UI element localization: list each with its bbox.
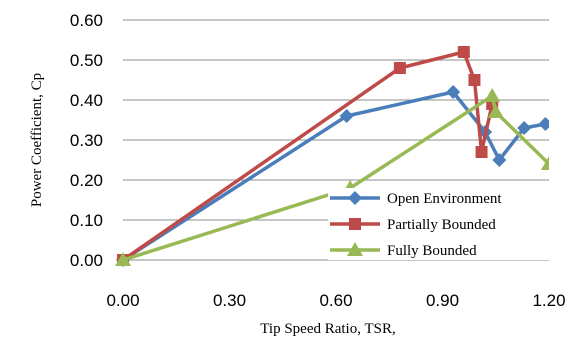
data-point: [468, 74, 481, 86]
legend-item-fully-bounded: Fully Bounded: [328, 240, 550, 260]
legend-marker: [349, 218, 361, 230]
data-point: [457, 46, 470, 58]
series-line: [122, 94, 549, 262]
data-point: [484, 88, 501, 102]
x-tick-label: 0.00: [106, 291, 139, 310]
legend-item-partially-bounded: Partially Bounded: [328, 214, 550, 234]
data-point: [339, 109, 354, 123]
y-tick-label: 0.30: [70, 131, 103, 150]
y-tick-label: 0.60: [70, 11, 103, 30]
series-line: [122, 90, 546, 262]
legend-bg: [328, 214, 550, 234]
data-point: [538, 117, 549, 131]
x-axis-title: Tip Speed Ratio, TSR,: [260, 321, 395, 337]
y-tick-label: 0.40: [70, 91, 103, 110]
legend-label: Open Environment: [387, 191, 502, 207]
y-tick-label: 0.10: [70, 211, 103, 230]
data-point: [115, 252, 131, 266]
grid-lines: [123, 19, 549, 261]
y-tick-label: 0.50: [70, 51, 103, 70]
x-tick-label: 0.30: [213, 291, 246, 310]
x-tick-label: 0.60: [319, 291, 352, 310]
x-tick-label: 0.90: [426, 291, 459, 310]
data-point: [487, 104, 504, 118]
legend-marker: [348, 191, 362, 205]
data-point: [492, 153, 507, 167]
legend-marker: [347, 242, 363, 256]
legend-bg: [328, 240, 550, 260]
data-point: [541, 156, 549, 170]
legend-item-open-environment: Open Environment: [328, 188, 550, 208]
data-point: [393, 62, 406, 74]
y-tick-label: 0.20: [70, 171, 103, 190]
series-fully-bounded: [115, 88, 549, 266]
y-tick-label: 0.00: [70, 251, 103, 270]
legend: Open Environment Partially Bounded Fully B…: [328, 188, 550, 260]
plot-area: [115, 46, 549, 267]
legend-label: Fully Bounded: [387, 243, 477, 259]
data-point: [446, 85, 461, 99]
data-point: [475, 146, 488, 158]
legend-bg: [328, 188, 550, 208]
y-axis-title: Power Coefficient, Cp: [29, 73, 45, 207]
x-tick-labels: 0.00 0.30 0.60 0.90 1.20: [106, 291, 565, 310]
series-line: [122, 50, 494, 262]
y-tick-labels: 0.00 0.10 0.20 0.30 0.40 0.50 0.60: [70, 11, 103, 270]
data-point: [517, 121, 532, 135]
x-tick-label: 1.20: [532, 291, 565, 310]
series-open-environment: [116, 85, 549, 267]
legend-label: Partially Bounded: [387, 217, 496, 233]
